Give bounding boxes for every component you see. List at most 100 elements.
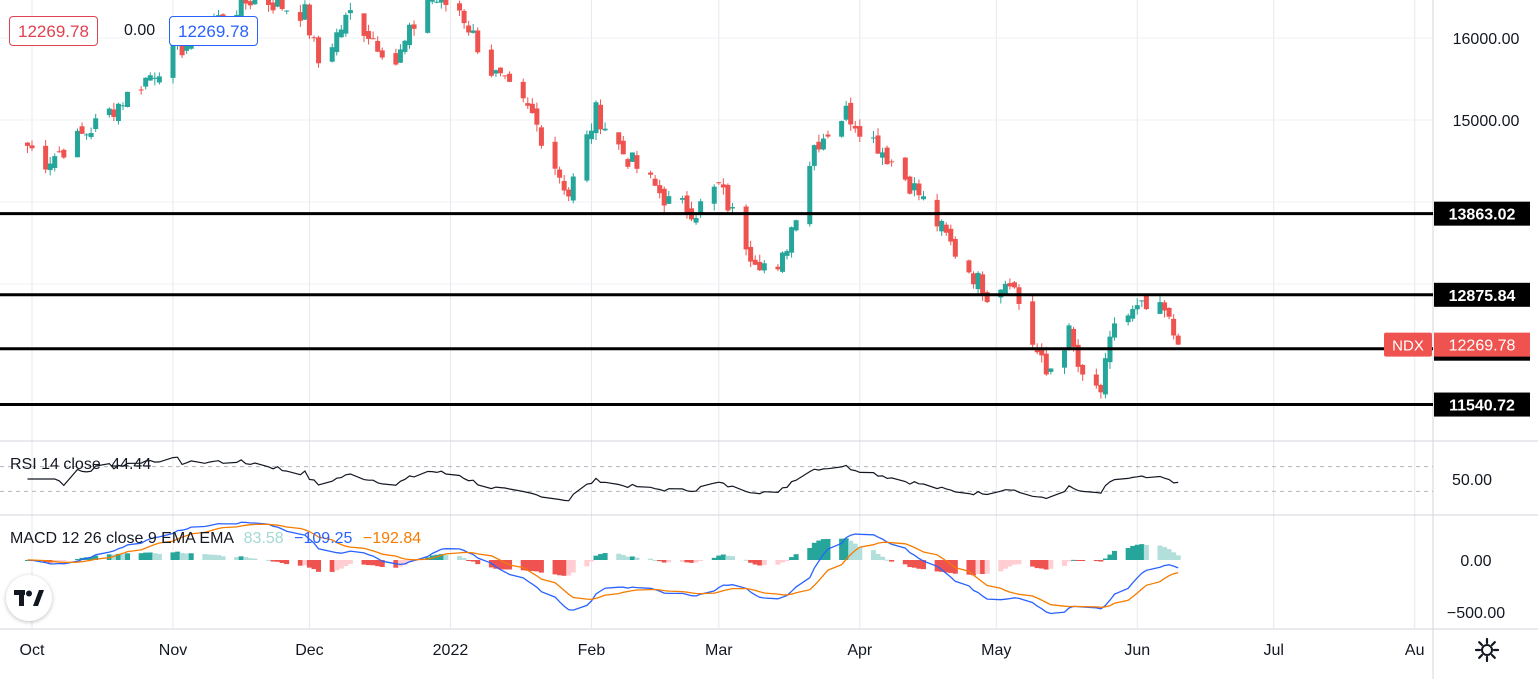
macd-histogram-bar (757, 560, 763, 566)
candle-body (334, 32, 340, 53)
macd-histogram-bar (316, 560, 322, 572)
macd-histogram-bar (1157, 545, 1163, 560)
candle-body (429, 0, 435, 2)
candle-body (634, 155, 640, 169)
candle-body (407, 24, 413, 46)
candle-body (1102, 358, 1108, 395)
candle-body (779, 252, 785, 272)
candle-body (138, 89, 144, 91)
candle-body (120, 105, 126, 107)
axes[interactable]: 16000.00 15000.00 Oct Nov Dec 2022 Feb Mar Apr Ma… (20, 31, 1520, 659)
macd-histogram-bar (184, 553, 190, 560)
candle-body (880, 152, 886, 158)
candle-body (247, 1, 253, 6)
macd-histogram-bar (93, 555, 99, 560)
macd-legend-macd: −109.25 (294, 530, 353, 547)
candle-body (889, 161, 895, 163)
candle-body (775, 266, 781, 270)
candle-body (1125, 315, 1131, 323)
candle-body (497, 67, 503, 74)
candle-body (534, 108, 540, 125)
candle-body (725, 184, 731, 211)
macd-histogram-bar (748, 560, 754, 563)
macd-histogram-bar (911, 560, 917, 568)
macd-histogram-bar (1075, 560, 1081, 561)
candle-body (729, 207, 735, 209)
macd-histogram-bar (843, 538, 849, 560)
last-price-tag (1434, 332, 1530, 357)
rsi-legend[interactable]: RSI 14 close 44.44 (10, 456, 151, 474)
macd-histogram-bar (179, 552, 185, 560)
horizontal-levels[interactable]: 13863.0212875.8412220.2211540.72NDX12269… (0, 201, 1530, 417)
candle-body (493, 70, 499, 74)
macd-histogram-bar (1066, 560, 1072, 562)
candle-body (466, 25, 472, 33)
candle-body (1143, 295, 1149, 310)
tradingview-logo-icon[interactable] (6, 575, 52, 621)
time-axis-label: 2022 (433, 642, 469, 659)
candle-body (952, 238, 958, 257)
candle-body (1139, 300, 1145, 302)
macd-histogram-bar (616, 553, 622, 560)
time-axis-label: May (981, 642, 1011, 659)
macd-histogram-bar (56, 560, 62, 562)
candle-body (807, 166, 813, 225)
macd-histogram-bar (684, 560, 690, 563)
candle-body (1175, 335, 1181, 345)
macd-histogram-bar (175, 551, 181, 560)
candle-body (943, 224, 949, 233)
candle-body (61, 149, 67, 158)
macd-histogram-bar (370, 560, 376, 566)
macd-histogram-bar (1011, 560, 1017, 565)
rsi-legend-value: 44.44 (111, 456, 152, 473)
macd-histogram-bar (538, 560, 544, 573)
candle-body (393, 53, 399, 65)
time-axis-label: Jul (1263, 642, 1283, 659)
last-price-label: 12269.78 (1449, 338, 1516, 355)
macd-histogram-bar (147, 552, 153, 560)
candle-body (629, 152, 635, 162)
settings-gear-icon[interactable] (1474, 637, 1500, 663)
macd-histogram-bar (570, 560, 576, 573)
candle-body (520, 81, 526, 99)
macd-histogram-bar (493, 560, 499, 569)
macd-histogram-bar (629, 556, 635, 560)
candle-body (43, 145, 49, 170)
macd-histogram-bar (1080, 560, 1086, 561)
macd-histogram-bar (916, 560, 922, 569)
macd-histogram-bar (679, 560, 685, 562)
candle-body (839, 121, 845, 137)
macd-axis-tick: −500.00 (1447, 605, 1505, 622)
macd-histogram-bar (775, 560, 781, 565)
candle-body (884, 147, 890, 165)
candle-body (916, 183, 922, 196)
macd-axis-tick: 0.00 (1460, 553, 1491, 570)
macd-histogram-bar (552, 560, 558, 575)
macd-histogram-bar (1166, 549, 1172, 560)
macd-histogram-bar (461, 558, 467, 560)
macd-histogram-bar (74, 559, 80, 561)
candle-body (875, 135, 881, 154)
candle-body (425, 0, 431, 33)
macd-histogram-bar (88, 556, 94, 560)
candle-body (620, 140, 626, 155)
macd-histogram-bar (347, 560, 353, 564)
candle-body (1130, 309, 1136, 319)
macd-legend[interactable]: MACD 12 26 close 9 EMA EMA 83.58 −109.25… (10, 530, 421, 548)
macd-histogram-bar (1125, 548, 1131, 560)
candle-body (757, 261, 763, 271)
macd-histogram-bar (243, 557, 249, 560)
candle-body (920, 196, 926, 200)
candle-body (125, 91, 131, 107)
candle-body (443, 0, 449, 5)
candle-body (284, 10, 290, 12)
candle-body (266, 0, 272, 6)
macd-histogram-bar (598, 554, 604, 560)
macd-histogram-bar (156, 553, 162, 560)
candle-body (561, 180, 567, 191)
time-axis-label: Dec (295, 642, 323, 659)
candle-body (598, 104, 604, 130)
candle-body (1030, 301, 1036, 345)
